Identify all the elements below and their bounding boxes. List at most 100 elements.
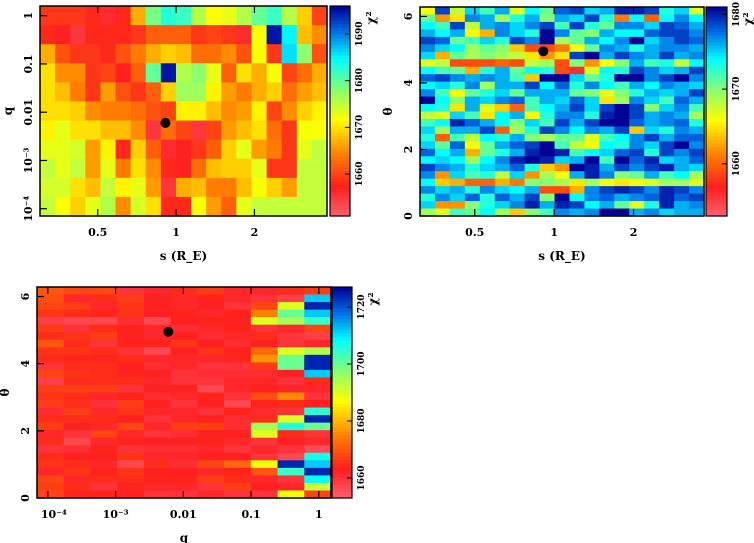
colorbar-swatch — [330, 121, 350, 126]
heatmap-cell — [236, 6, 253, 26]
heatmap-cell — [130, 139, 147, 160]
heatmap-cell — [509, 36, 526, 45]
heatmap-cell — [479, 96, 496, 105]
heatmap-cell — [644, 208, 660, 217]
heatmap-cell — [509, 21, 526, 30]
heatmap-cell — [117, 467, 145, 476]
heatmap-cell — [90, 332, 118, 341]
heatmap-cell — [304, 482, 332, 492]
heatmap-cell — [464, 74, 481, 83]
heatmap-cell — [434, 208, 451, 217]
heatmap-cell — [434, 74, 451, 83]
x-tick-label: 1 — [315, 508, 323, 521]
heatmap-cell — [629, 14, 645, 23]
heatmap-cell — [539, 163, 556, 172]
heatmap-cell — [90, 354, 118, 363]
colorbar-swatch — [330, 37, 350, 42]
heatmap-cell — [40, 101, 56, 122]
colorbar-swatch — [332, 343, 352, 348]
heatmap-cell — [70, 139, 86, 160]
heatmap-cell — [539, 36, 556, 45]
heatmap-cell — [85, 139, 102, 160]
colorbar-swatch — [706, 69, 727, 74]
heatmap-cell — [614, 51, 630, 60]
heatmap-cell — [145, 196, 162, 217]
colorbar-swatch — [706, 125, 727, 130]
heatmap-cell — [115, 101, 132, 122]
best-fit-marker — [160, 117, 171, 128]
colorbar-swatch — [332, 392, 352, 397]
heatmap-cell — [117, 452, 145, 461]
heatmap-cell — [145, 158, 162, 179]
heatmap-cell — [37, 482, 65, 492]
colorbar-swatch — [706, 80, 727, 85]
colorbar-swatch — [330, 156, 350, 161]
heatmap-cell — [449, 81, 466, 90]
colorbar-swatch — [330, 188, 350, 193]
heatmap-cell — [170, 490, 198, 499]
heatmap-cell — [479, 89, 496, 98]
heatmap-cell — [277, 362, 305, 371]
heatmap-cell — [224, 362, 252, 371]
heatmap-cell — [479, 59, 496, 68]
colorbar-swatch — [332, 329, 352, 334]
colorbar-swatch — [706, 128, 727, 133]
heatmap-cell — [37, 400, 65, 409]
heatmap-cell — [37, 415, 65, 424]
heatmap-cell — [197, 422, 225, 431]
colorbar-swatch — [332, 406, 352, 411]
heatmap-cell — [250, 437, 279, 446]
heatmap-cell — [251, 158, 268, 179]
colorbar-swatch — [330, 170, 350, 175]
colorbar-swatch — [332, 374, 352, 380]
heatmap-cell — [659, 81, 675, 90]
heatmap-cell — [311, 44, 328, 64]
heatmap-cell — [614, 81, 630, 90]
heatmap-cell — [266, 25, 283, 45]
heatmap-cell — [85, 177, 102, 198]
heatmap-cell — [599, 14, 615, 23]
heatmap-cell — [509, 178, 526, 187]
heatmap-cell — [304, 467, 332, 476]
heatmap-cell — [175, 63, 192, 83]
heatmap-cell — [689, 44, 705, 53]
heatmap-cell — [569, 163, 586, 172]
colorbar-swatch — [706, 55, 727, 60]
heatmap-cell — [130, 25, 147, 45]
heatmap-cell — [614, 208, 630, 217]
heatmap-cell — [569, 14, 586, 23]
heatmap-cell — [479, 66, 496, 75]
colorbar-swatch — [332, 431, 352, 436]
heatmap-cell — [250, 339, 279, 348]
heatmap-cell — [304, 460, 332, 469]
heatmap-cell — [464, 89, 481, 98]
heatmap-cell — [494, 7, 511, 16]
colorbar-swatch — [706, 24, 727, 29]
heatmap-cell — [674, 186, 690, 195]
heatmap-cell — [509, 29, 526, 38]
plot-frame — [36, 286, 332, 499]
heatmap-cell — [236, 158, 253, 179]
heatmap-cell — [55, 25, 71, 45]
heatmap-cell — [85, 158, 102, 179]
heatmap-cell — [197, 309, 225, 318]
heatmap-cell — [250, 422, 279, 431]
heatmap-cell — [614, 21, 630, 30]
y-tick-label: 2 — [19, 427, 32, 435]
colorbar-swatch — [332, 346, 352, 351]
heatmap-cell — [170, 407, 198, 416]
heatmap-cell — [37, 362, 65, 371]
colorbar-swatch — [332, 336, 352, 341]
heatmap-cell — [281, 120, 298, 141]
heatmap-cell — [494, 44, 511, 53]
heatmap-cell — [100, 44, 117, 64]
heatmap-cell — [659, 29, 675, 38]
y-tick-label: 10⁻⁴ — [22, 196, 35, 222]
colorbar-tick-label: 1660 — [357, 466, 367, 491]
heatmap-cell — [145, 44, 162, 64]
heatmap-cell — [296, 101, 313, 122]
heatmap-cell — [145, 25, 162, 45]
colorbar-swatch — [330, 125, 350, 130]
heatmap-cell — [117, 475, 145, 484]
colorbar-swatch — [332, 445, 352, 450]
